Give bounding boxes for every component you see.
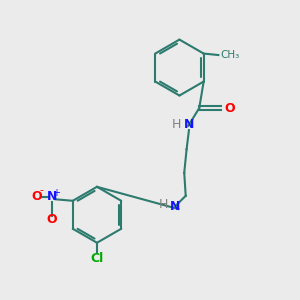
Text: CH₃: CH₃ bbox=[220, 50, 240, 60]
Text: H: H bbox=[172, 118, 181, 131]
Text: O: O bbox=[46, 213, 57, 226]
Text: +: + bbox=[52, 188, 60, 198]
Text: N: N bbox=[46, 190, 57, 203]
Text: -: - bbox=[40, 185, 44, 195]
Text: N: N bbox=[169, 200, 180, 213]
Text: Cl: Cl bbox=[90, 252, 104, 265]
Text: N: N bbox=[184, 118, 195, 131]
Text: H: H bbox=[158, 198, 168, 211]
Text: O: O bbox=[224, 101, 235, 115]
Text: O: O bbox=[32, 190, 42, 203]
